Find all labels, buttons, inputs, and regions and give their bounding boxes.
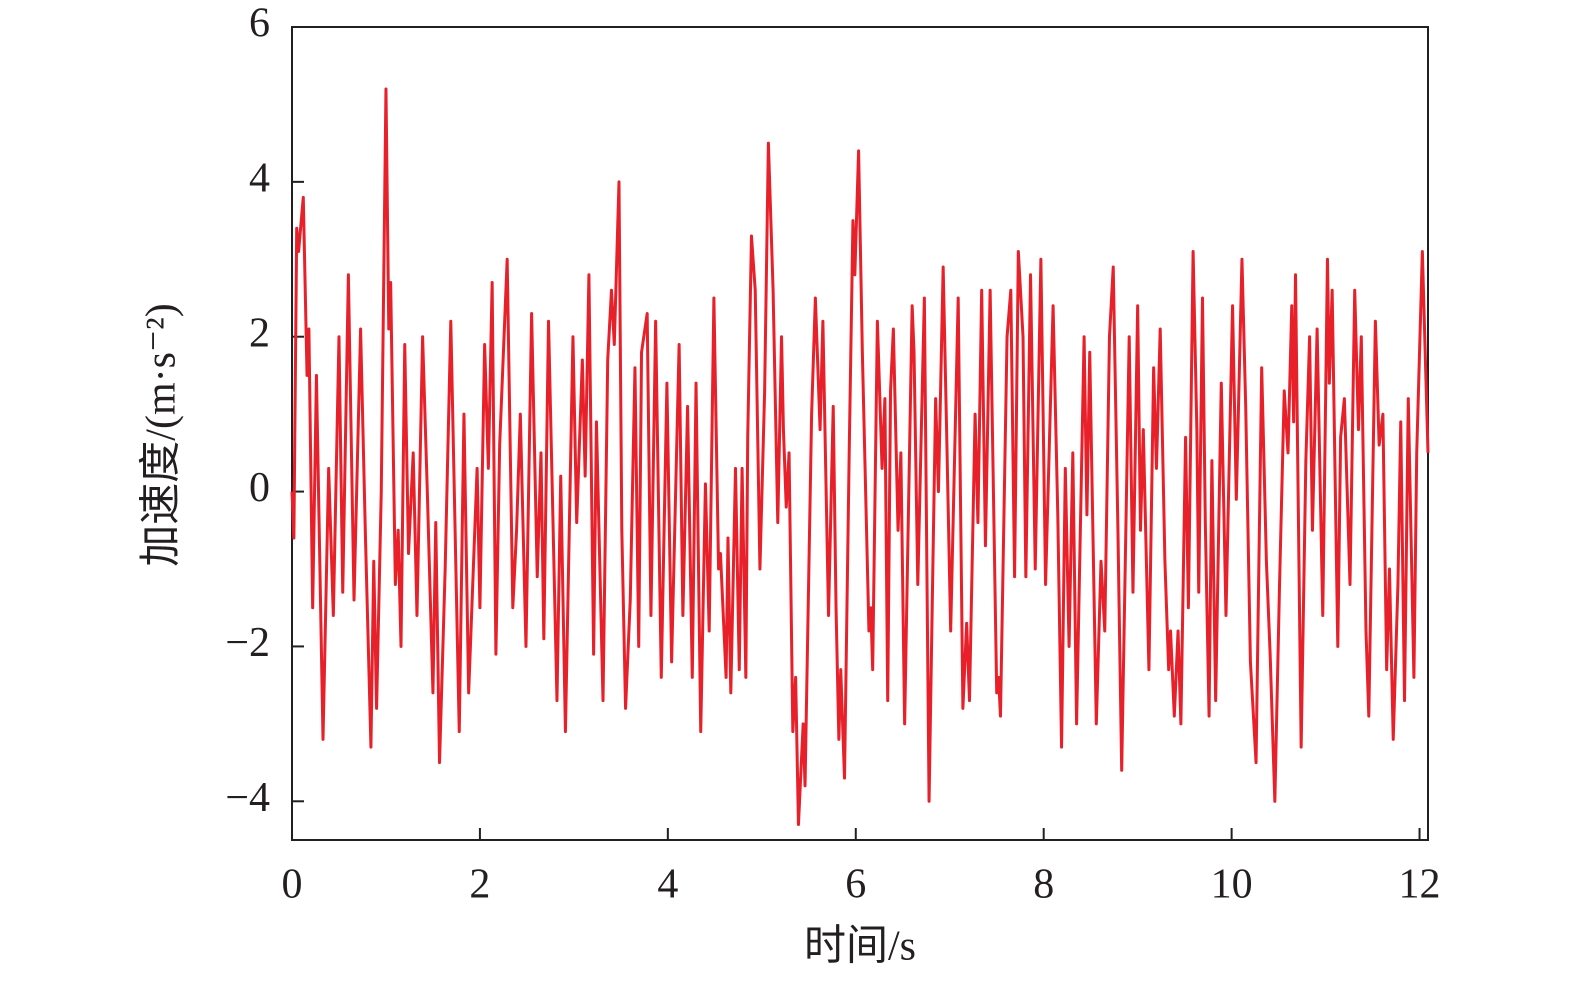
y-tick-label: 2 [249, 310, 270, 356]
y-axis-label: 加速度/(m·s⁻²) [139, 303, 185, 566]
x-tick-label: 10 [1211, 862, 1253, 908]
y-tick-label: −4 [225, 775, 270, 821]
y-tick-label: 0 [249, 465, 270, 511]
x-tick-label: 4 [657, 862, 678, 908]
y-tick-label: 6 [249, 1, 270, 47]
x-tick-label: 2 [469, 862, 490, 908]
y-tick-label: −2 [225, 620, 270, 666]
x-tick-label: 12 [1399, 862, 1441, 908]
x-tick-label: 6 [845, 862, 866, 908]
y-tick-label: 4 [249, 155, 270, 201]
x-axis-label: 时间/s [804, 924, 916, 970]
x-tick-label: 8 [1033, 862, 1054, 908]
data-line [290, 87, 1430, 827]
x-tick-label: 0 [282, 862, 303, 908]
